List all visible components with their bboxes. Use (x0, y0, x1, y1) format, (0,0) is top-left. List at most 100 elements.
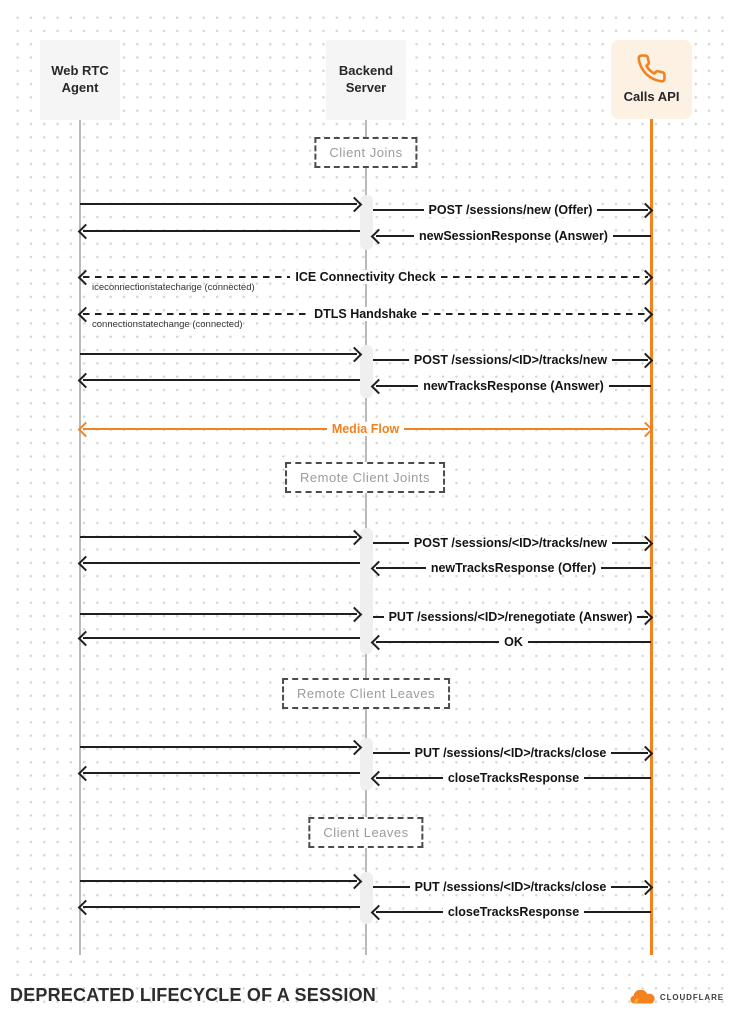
arrowhead-left-icon (370, 378, 387, 394)
arrowhead-left-icon (77, 269, 94, 285)
arrowhead-right-icon (346, 346, 363, 362)
arrow-line (373, 751, 410, 755)
arrow-line (83, 229, 360, 233)
arrow-line (83, 636, 360, 640)
message-arrow (77, 554, 360, 572)
message-label: newTracksResponse (Offer) (425, 561, 602, 575)
activation-bar (360, 345, 373, 398)
arrow-line (421, 312, 648, 316)
arrow-line (80, 745, 357, 749)
message-arrow (80, 528, 363, 546)
arrowhead-right-icon (637, 535, 654, 551)
message-arrow: POST /sessions/<ID>/tracks/new (373, 534, 654, 552)
message-arrow: closeTracksResponse (370, 903, 652, 921)
actor-calls-api: Calls API (611, 40, 692, 119)
message-arrow: newTracksResponse (Offer) (370, 559, 651, 577)
activation-bar (360, 872, 373, 924)
phone-icon (636, 53, 667, 84)
arrow-line (83, 905, 360, 909)
arrowhead-right-icon (346, 529, 363, 545)
cloudflare-logo: CLOUDFLARE (628, 990, 724, 1005)
arrowhead-right-icon (346, 873, 363, 889)
message-arrow: DTLS Handshake (77, 305, 654, 323)
message-arrow: newTracksResponse (Answer) (370, 377, 651, 395)
message-arrow (77, 371, 360, 389)
activation-bar (360, 738, 373, 790)
message-label: ICE Connectivity Check (290, 270, 441, 284)
actor-label: Web RTC (51, 63, 109, 79)
actor-label: Agent (61, 80, 99, 95)
message-arrow (77, 629, 360, 647)
arrowhead-right-icon (637, 879, 654, 895)
message-label: POST /sessions/<ID>/tracks/new (408, 536, 613, 550)
arrowhead-left-icon (77, 306, 94, 322)
arrowhead-left-icon (77, 223, 94, 239)
message-arrow-media-flow: Media Flow (77, 420, 654, 438)
arrow-line (597, 208, 648, 212)
arrow-line (376, 234, 415, 238)
arrow-line (611, 885, 648, 889)
arrow-line (83, 275, 291, 279)
message-label: POST /sessions/<ID>/tracks/new (408, 353, 613, 367)
message-label: DTLS Handshake (309, 307, 422, 321)
step-box-client-leaves: Client Leaves (308, 817, 424, 848)
step-box-remote-client-leaves: Remote Client Leaves (282, 678, 450, 709)
lifeline-calls-api (650, 118, 653, 955)
message-arrow (77, 898, 360, 916)
message-label: PUT /sessions/<ID>/tracks/close (409, 746, 612, 760)
arrowhead-right-icon (637, 306, 654, 322)
arrow-line (376, 776, 443, 780)
message-arrow (80, 605, 363, 623)
arrowhead-right-icon (637, 352, 654, 368)
event-annotation: iceconnectionstatechange (connected) (92, 282, 255, 293)
message-arrow (77, 764, 360, 782)
arrow-line (373, 541, 409, 545)
arrowhead-right-icon (346, 739, 363, 755)
arrow-line (612, 234, 652, 238)
message-arrow: PUT /sessions/<ID>/renegotiate (Answer) (373, 608, 654, 626)
actor-backend-server: Backend Server (326, 40, 406, 120)
message-arrow: POST /sessions/<ID>/tracks/new (373, 351, 654, 369)
step-box-client-joins: Client Joins (314, 137, 418, 168)
arrow-line (80, 202, 357, 206)
message-arrow: PUT /sessions/<ID>/tracks/close (373, 878, 654, 896)
arrow-line (376, 640, 500, 644)
arrow-line (376, 910, 443, 914)
arrowhead-left-icon (370, 770, 387, 786)
message-arrow (77, 222, 360, 240)
message-label: newTracksResponse (Answer) (418, 379, 609, 393)
arrow-line (373, 358, 409, 362)
arrow-line (608, 384, 651, 388)
actor-label: Backend (338, 63, 394, 79)
arrow-line (80, 535, 357, 539)
arrow-line (83, 312, 310, 316)
arrow-line (83, 427, 327, 431)
footer-title: DEPRECATED LIFECYCLE OF A SESSION (10, 985, 376, 1005)
arrow-line (404, 427, 648, 431)
arrow-line (80, 612, 357, 616)
arrow-line (83, 378, 360, 382)
message-arrow: ICE Connectivity Check (77, 268, 654, 286)
arrowhead-right-icon (637, 421, 654, 437)
message-label: newSessionResponse (Answer) (414, 229, 613, 243)
arrow-line (376, 384, 419, 388)
arrowhead-left-icon (77, 421, 94, 437)
actor-label: Server (345, 80, 387, 95)
arrowhead-right-icon (637, 269, 654, 285)
arrowhead-right-icon (346, 196, 363, 212)
message-label: POST /sessions/new (Offer) (423, 203, 598, 217)
arrow-line (80, 879, 357, 883)
arrow-line (584, 776, 652, 780)
message-arrow (80, 345, 363, 363)
arrow-line (612, 358, 648, 362)
arrow-line (440, 275, 649, 279)
arrowhead-left-icon (77, 555, 94, 571)
arrow-line (83, 561, 360, 565)
arrowhead-left-icon (77, 765, 94, 781)
message-arrow (80, 195, 363, 213)
arrowhead-left-icon (370, 228, 387, 244)
arrow-line (612, 541, 648, 545)
arrowhead-right-icon (637, 745, 654, 761)
message-label: closeTracksResponse (442, 771, 585, 785)
arrow-line (601, 566, 651, 570)
